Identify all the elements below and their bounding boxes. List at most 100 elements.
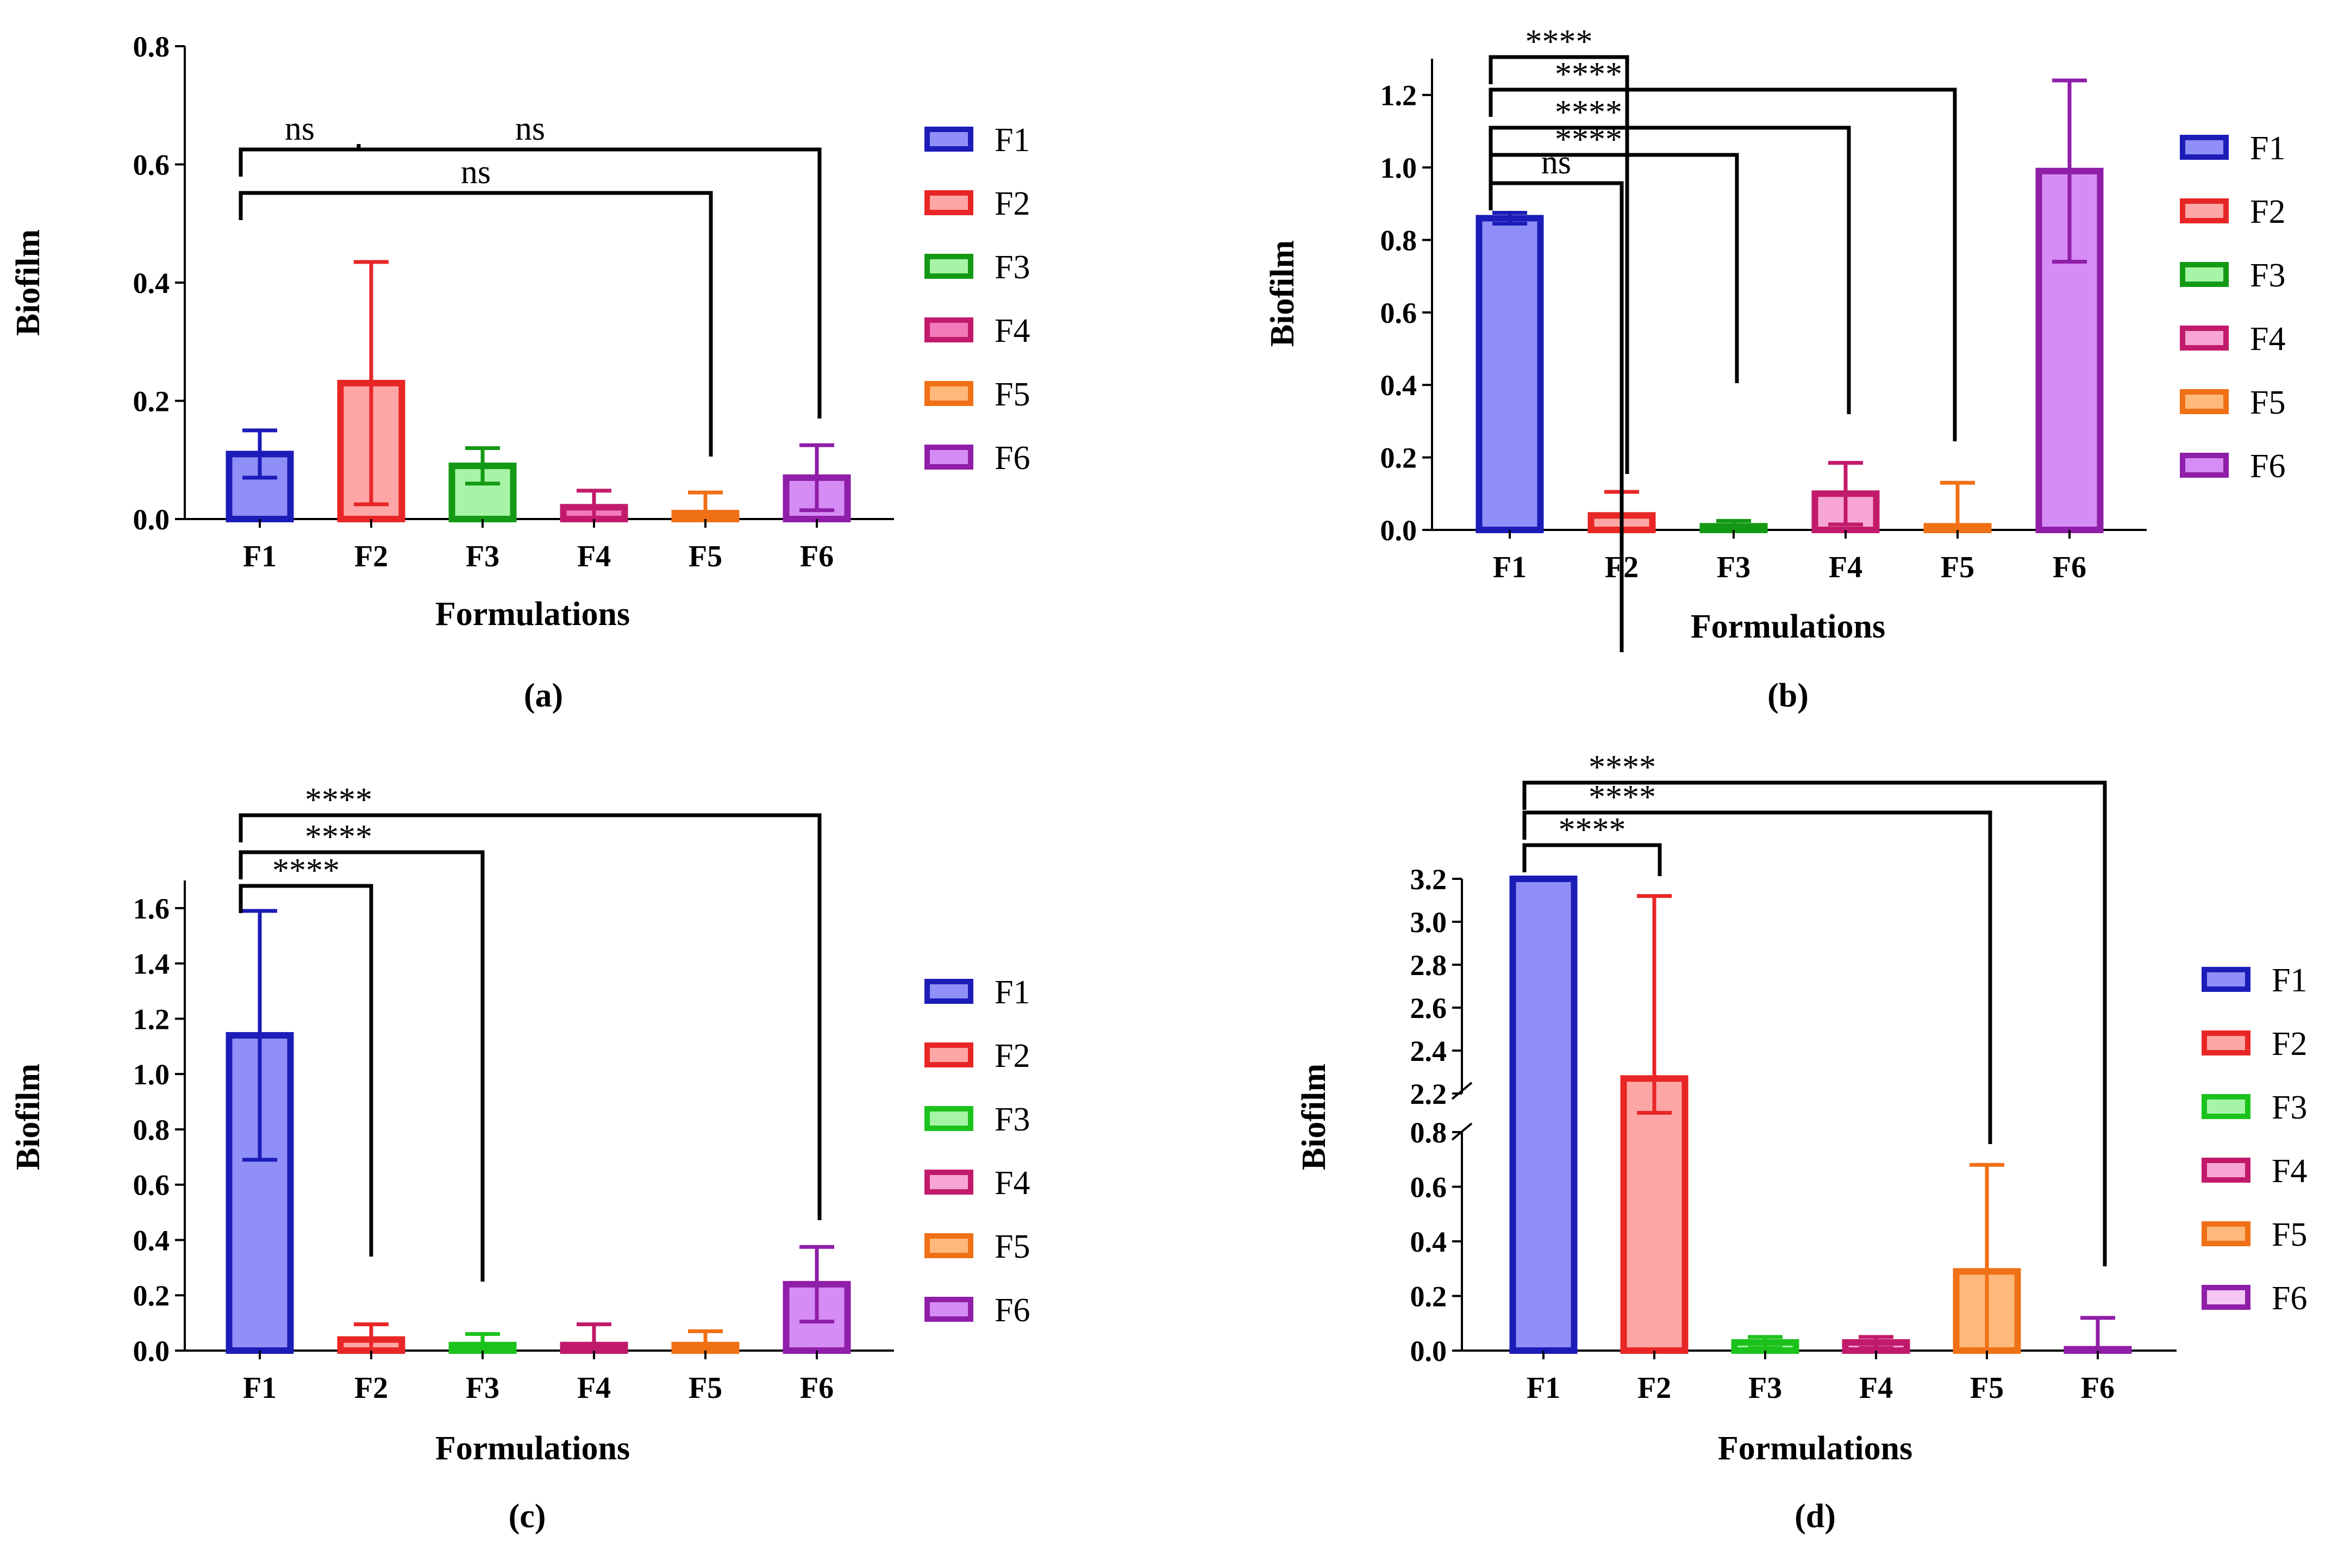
significance-bracket (1489, 181, 1624, 652)
legend-swatch-F4 (924, 317, 973, 342)
x-tick-label: F1 (1527, 1371, 1560, 1405)
significance-bracket (239, 147, 822, 418)
panel-b: 0.00.20.40.60.81.01.2F1 F2 F3 F4 F5 F6*******… (1264, 23, 2285, 714)
x-tick-label: F4 (1829, 551, 1862, 584)
y-tick-label: 0.4 (1410, 1226, 1447, 1258)
y-axis-title: Biofilm (10, 229, 47, 336)
legend-label: F3 (995, 1101, 1030, 1138)
significance-label: ns (515, 110, 545, 147)
legend-label: F6 (995, 440, 1030, 477)
y-tick-label: 0.0 (133, 503, 170, 536)
x-tick-label: F2 (354, 540, 388, 573)
legend-swatch-F3 (2180, 262, 2229, 287)
y-tick-label: 0.8 (133, 30, 170, 63)
y-tick-label: 0.0 (133, 1335, 170, 1367)
significance-label: **** (1589, 779, 1656, 816)
x-tick-label: F1 (243, 1371, 277, 1405)
y-tick-label: 0.4 (133, 1224, 170, 1257)
y-tick-label: 0.8 (1380, 224, 1417, 257)
x-tick-label: F2 (1637, 1371, 1671, 1405)
legend-swatch-F4 (924, 1170, 973, 1195)
legend-label: F1 (2250, 130, 2285, 167)
significance-label: **** (305, 819, 372, 855)
significance-label: **** (305, 782, 372, 819)
y-tick-label: 0.0 (1410, 1335, 1447, 1367)
y-tick-label: 1.0 (133, 1058, 170, 1091)
legend-swatch-F2 (2180, 198, 2229, 223)
y-tick-label: 1.4 (133, 948, 170, 980)
legend-swatch-F1 (2202, 967, 2250, 992)
significance-bracket (1489, 88, 1957, 441)
panel-caption: (d) (1795, 1498, 1836, 1535)
significance-bracket (239, 850, 485, 1282)
significance-label: **** (272, 852, 340, 889)
significance-label: **** (1559, 811, 1626, 848)
y-tick-label: 0.4 (133, 267, 170, 299)
y-tick-label: 0.2 (1380, 442, 1417, 474)
legend-swatch-F1 (924, 127, 973, 152)
legend-label: F4 (2272, 1153, 2307, 1190)
legend-label: F4 (995, 1165, 1030, 1202)
y-axis-title: Biofilm (1264, 240, 1301, 347)
legend-swatch-F5 (2180, 389, 2229, 414)
x-tick-label: F6 (800, 540, 834, 573)
x-tick-label: F3 (466, 1371, 499, 1405)
legend-label: F6 (2272, 1280, 2307, 1317)
x-tick-label: F3 (1717, 551, 1750, 584)
legend-label: F2 (995, 1038, 1030, 1075)
y-tick-label: 0.8 (133, 1114, 170, 1146)
y-tick-label: 0.4 (1380, 369, 1417, 402)
x-tick-label: F6 (2053, 551, 2086, 584)
axis-break-mark (1451, 1082, 1473, 1100)
legend-swatch-F2 (924, 190, 973, 215)
y-tick-label: 0.2 (1410, 1280, 1447, 1313)
y-tick-label: 1.2 (133, 1003, 170, 1035)
x-tick-label: F6 (2081, 1371, 2115, 1405)
y-tick-label: 0.6 (133, 1169, 170, 1202)
significance-bracket (239, 884, 373, 1257)
x-tick-label: F4 (577, 540, 611, 573)
x-tick-label: F5 (689, 1371, 722, 1405)
y-tick-label: 0.6 (133, 149, 170, 182)
legend-label: F2 (2272, 1026, 2307, 1063)
y-tick-label: 1.0 (1380, 152, 1417, 184)
significance-bracket (239, 191, 713, 457)
legend-swatch-F3 (924, 1106, 973, 1131)
x-tick-label: F1 (1493, 551, 1527, 584)
legend-label: F6 (995, 1292, 1030, 1329)
y-tick-label: 1.6 (133, 892, 170, 925)
legend-label: F4 (995, 313, 1030, 349)
significance-bracket (1489, 55, 1629, 474)
x-tick-label: F3 (466, 540, 499, 573)
legend-label: F2 (2250, 193, 2285, 230)
significance-bracket (1522, 780, 2107, 1266)
legend-label: F1 (995, 122, 1030, 159)
legend-label: F5 (2272, 1216, 2307, 1253)
x-tick-label: F4 (577, 1371, 611, 1405)
panel-caption: (c) (509, 1498, 546, 1535)
x-tick-label: F5 (689, 540, 722, 573)
legend-swatch-F3 (924, 254, 973, 279)
y-tick-label: 3.0 (1410, 906, 1447, 939)
y-axis-title: Biofilm (10, 1064, 47, 1170)
legend-swatch-F4 (2180, 326, 2229, 351)
legend-swatch-F6 (924, 445, 973, 470)
legend-label: F1 (995, 974, 1030, 1011)
bar-F1 (1476, 215, 1544, 533)
significance-label: **** (1589, 749, 1656, 786)
legend-swatch-F4 (2202, 1158, 2250, 1183)
legend-swatch-F1 (2180, 135, 2229, 160)
x-axis-title: Formulations (1691, 608, 1885, 645)
legend-swatch-F6 (2202, 1285, 2250, 1310)
legend-label: F5 (995, 376, 1030, 413)
panel-caption: (b) (1767, 677, 1809, 714)
significance-label: ns (285, 110, 315, 147)
significance-bracket (1522, 843, 1662, 876)
y-tick-label: 1.2 (1380, 79, 1417, 112)
y-tick-label: 0.6 (1380, 297, 1417, 329)
x-tick-label: F5 (1941, 551, 1974, 584)
x-tick-label: F3 (1748, 1371, 1782, 1405)
significance-label: ns (1541, 144, 1571, 181)
legend-swatch-F5 (924, 1233, 973, 1258)
